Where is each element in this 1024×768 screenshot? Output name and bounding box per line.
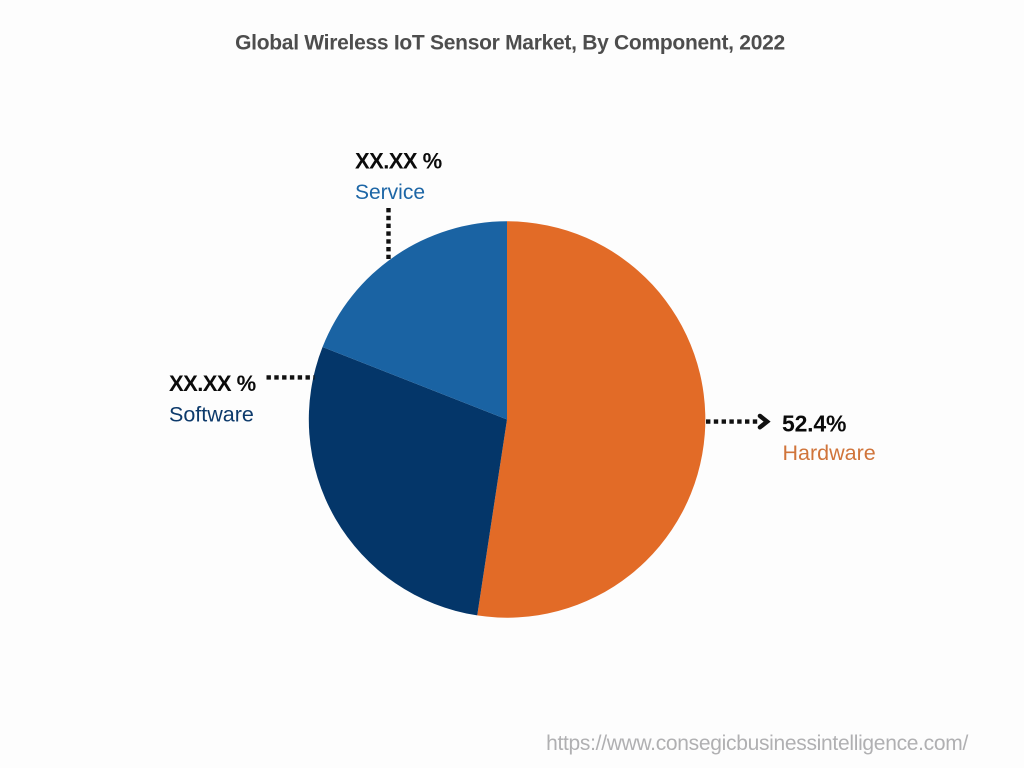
svg-text:XX.XX %: XX.XX % [355, 149, 442, 174]
svg-text:Global Wireless IoT Sensor Mar: Global Wireless IoT Sensor Market, By Co… [235, 32, 785, 55]
svg-text:52.4%: 52.4% [782, 411, 846, 437]
svg-text:XX.XX %: XX.XX % [169, 371, 256, 396]
svg-text:https://www.consegicbusinessin: https://www.consegicbusinessintelligence… [546, 732, 968, 755]
svg-text:Hardware: Hardware [783, 441, 876, 465]
svg-text:Software: Software [169, 402, 254, 426]
svg-text:Service: Service [355, 181, 425, 204]
